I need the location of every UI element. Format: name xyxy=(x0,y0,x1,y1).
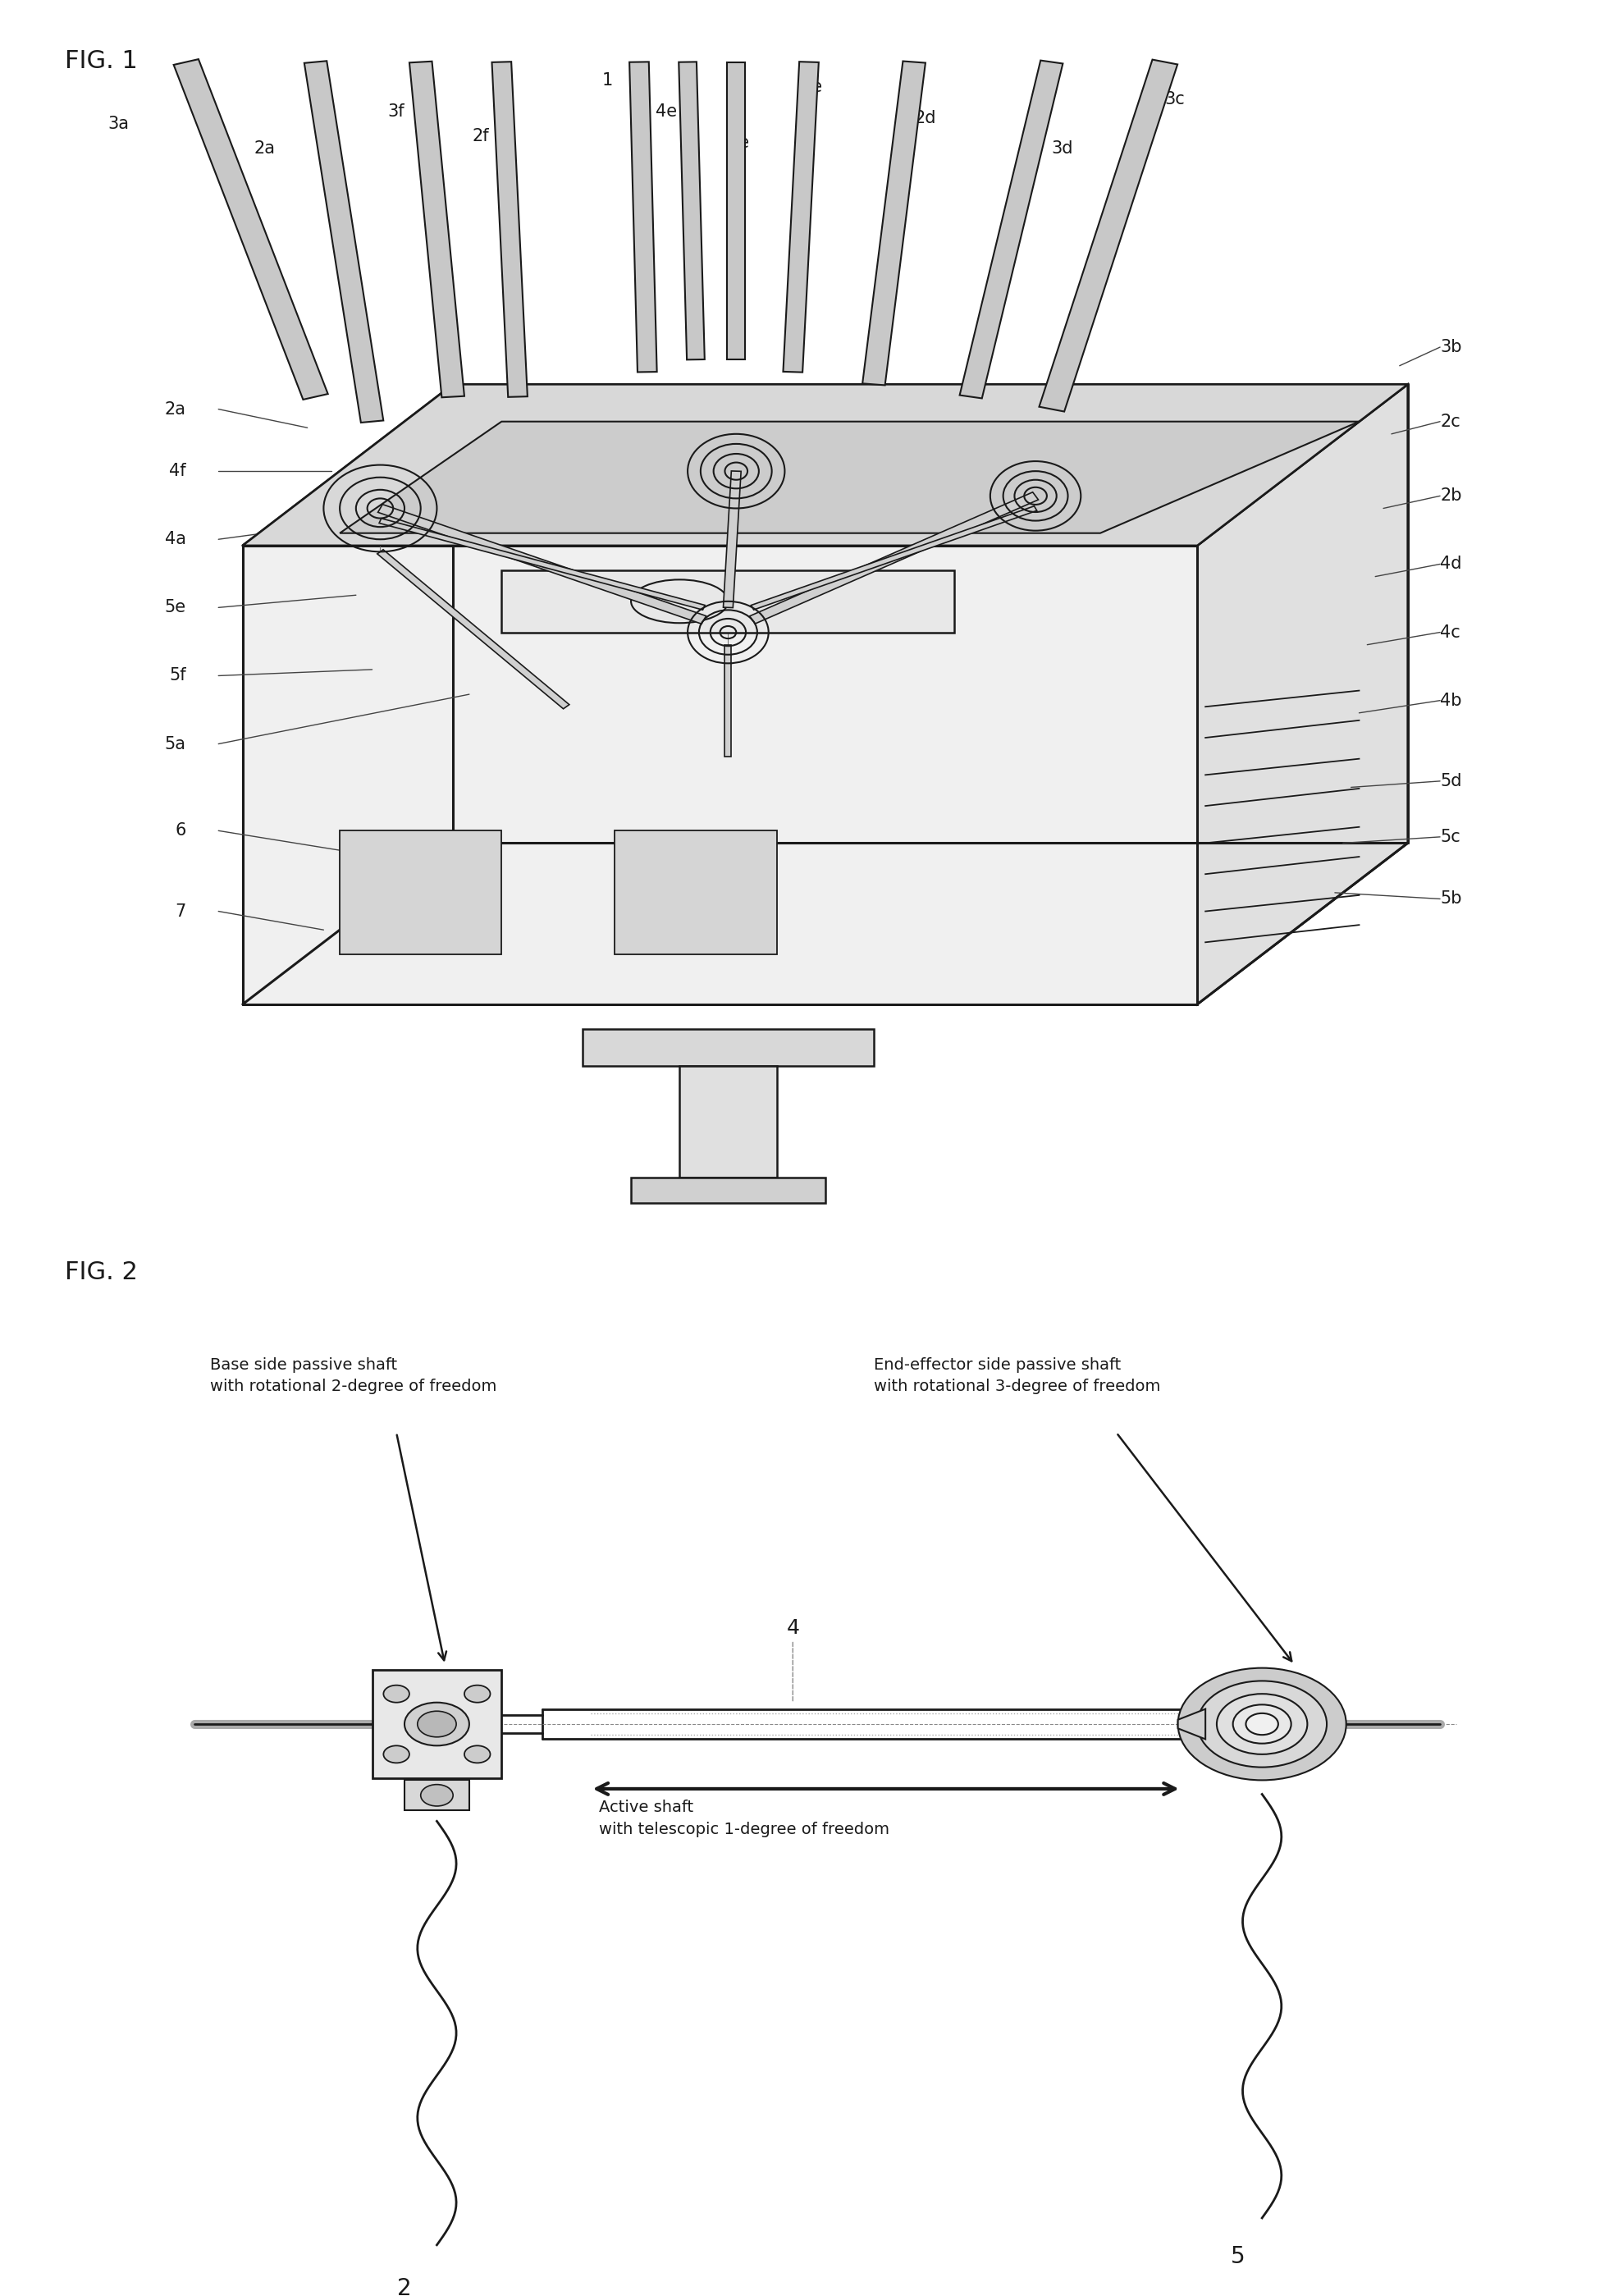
Polygon shape xyxy=(615,831,777,955)
Circle shape xyxy=(383,1745,409,1763)
Polygon shape xyxy=(723,471,741,608)
Text: 5f: 5f xyxy=(170,668,186,684)
Circle shape xyxy=(383,1685,409,1704)
Text: Base side passive shaft
with rotational 2-degree of freedom: Base side passive shaft with rotational … xyxy=(210,1357,497,1394)
Text: 4d: 4d xyxy=(1440,556,1461,572)
Circle shape xyxy=(1178,1667,1346,1779)
Text: 5b: 5b xyxy=(1440,891,1461,907)
Text: 2c: 2c xyxy=(1440,413,1461,429)
Circle shape xyxy=(1197,1681,1327,1768)
Text: 7: 7 xyxy=(175,902,186,918)
Polygon shape xyxy=(243,843,1408,1003)
Text: 4: 4 xyxy=(786,1619,799,1701)
Polygon shape xyxy=(243,383,1408,546)
Text: 5e: 5e xyxy=(165,599,186,615)
Polygon shape xyxy=(379,519,705,611)
Text: 3c: 3c xyxy=(1165,92,1186,108)
Polygon shape xyxy=(377,549,570,709)
Circle shape xyxy=(1217,1694,1307,1754)
Circle shape xyxy=(417,1711,456,1738)
Polygon shape xyxy=(680,62,704,360)
Text: 3f: 3f xyxy=(388,103,404,119)
Circle shape xyxy=(421,1784,453,1807)
Circle shape xyxy=(404,1704,469,1745)
Text: 5: 5 xyxy=(1231,2245,1244,2268)
Circle shape xyxy=(1246,1713,1278,1736)
Text: 5c: 5c xyxy=(1440,829,1461,845)
Text: 3b: 3b xyxy=(1440,340,1461,356)
Polygon shape xyxy=(1178,1708,1205,1738)
Polygon shape xyxy=(409,62,464,397)
Polygon shape xyxy=(1197,383,1408,1003)
Polygon shape xyxy=(173,60,328,400)
Polygon shape xyxy=(862,62,925,386)
Polygon shape xyxy=(582,1029,874,1065)
Polygon shape xyxy=(502,569,955,631)
Text: 2a: 2a xyxy=(165,402,186,418)
Polygon shape xyxy=(751,505,1037,611)
Circle shape xyxy=(464,1685,490,1704)
Polygon shape xyxy=(379,505,705,625)
Polygon shape xyxy=(340,831,502,955)
Text: 2f: 2f xyxy=(472,129,489,145)
Text: 4b: 4b xyxy=(1440,693,1461,709)
Polygon shape xyxy=(1039,60,1178,411)
Text: 2d: 2d xyxy=(914,110,935,126)
Text: 5d: 5d xyxy=(1440,774,1461,790)
Text: 2a: 2a xyxy=(254,140,275,156)
Polygon shape xyxy=(749,491,1039,625)
Text: 3d: 3d xyxy=(1052,140,1073,156)
Text: 6: 6 xyxy=(175,822,186,838)
Text: 4e: 4e xyxy=(655,103,676,119)
Text: 4f: 4f xyxy=(170,464,186,480)
Polygon shape xyxy=(304,62,383,422)
Polygon shape xyxy=(404,1779,469,1809)
Polygon shape xyxy=(959,60,1063,397)
Polygon shape xyxy=(629,62,657,372)
Polygon shape xyxy=(725,645,731,755)
Text: 4c: 4c xyxy=(1440,625,1461,641)
Polygon shape xyxy=(372,1669,502,1777)
Text: 2b: 2b xyxy=(1440,487,1461,505)
Text: 2e: 2e xyxy=(728,135,749,152)
Text: FIG. 1: FIG. 1 xyxy=(65,51,138,73)
Text: 3a: 3a xyxy=(108,115,129,133)
Text: 2: 2 xyxy=(398,2278,411,2296)
Polygon shape xyxy=(492,62,527,397)
Text: FIG. 2: FIG. 2 xyxy=(65,1261,138,1283)
Polygon shape xyxy=(728,62,744,360)
Polygon shape xyxy=(783,62,819,372)
Text: 1: 1 xyxy=(602,73,613,90)
Circle shape xyxy=(1233,1704,1291,1743)
Text: 5a: 5a xyxy=(165,735,186,753)
Text: Active shaft
with telescopic 1-degree of freedom: Active shaft with telescopic 1-degree of… xyxy=(599,1800,890,1837)
Polygon shape xyxy=(680,1065,777,1178)
Text: 4a: 4a xyxy=(165,530,186,546)
Text: 3e: 3e xyxy=(801,78,822,94)
Polygon shape xyxy=(340,422,1359,533)
Circle shape xyxy=(464,1745,490,1763)
Polygon shape xyxy=(631,1178,825,1203)
Polygon shape xyxy=(243,546,1197,1003)
Text: End-effector side passive shaft
with rotational 3-degree of freedom: End-effector side passive shaft with rot… xyxy=(874,1357,1160,1394)
